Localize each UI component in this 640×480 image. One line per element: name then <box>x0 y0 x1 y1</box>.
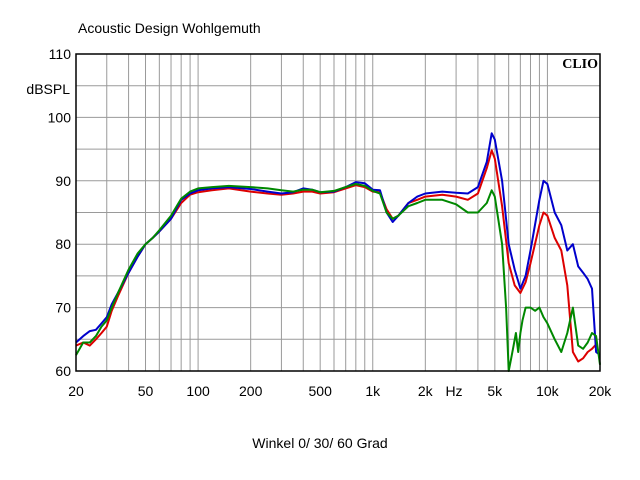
x-tick-label: 200 <box>239 383 263 399</box>
chart-title: Acoustic Design Wohlgemuth <box>78 20 261 36</box>
x-tick-label: 100 <box>186 383 210 399</box>
chart-caption: Winkel 0/ 30/ 60 Grad <box>252 435 387 451</box>
plot-frame <box>75 53 601 372</box>
y-tick-label: 60 <box>55 363 71 379</box>
response-curve-2 <box>75 183 601 372</box>
x-tick-label: 1k <box>365 383 381 399</box>
curves <box>75 132 601 372</box>
y-tick-label: 100 <box>48 109 72 125</box>
clio-logo: CLIO <box>562 57 598 72</box>
x-unit-label: Hz <box>445 383 462 399</box>
y-axis-label: dBSPL <box>26 81 70 97</box>
x-tick-labels: 20 50 100 200 500 1k 2k 5k 10k 20k <box>68 383 612 399</box>
y-tick-labels: 60 70 80 90 100 110 <box>48 46 72 379</box>
x-tick-label: 20k <box>589 383 613 399</box>
x-tick-label: 10k <box>536 383 560 399</box>
y-tick-label: 90 <box>55 173 71 189</box>
y-tick-label: 80 <box>55 236 71 252</box>
y-tick-label: 110 <box>49 46 72 62</box>
x-tick-label: 2k <box>418 383 434 399</box>
x-tick-label: 50 <box>138 383 154 399</box>
x-tick-label: 500 <box>309 383 333 399</box>
grid <box>76 54 600 371</box>
x-tick-label: 20 <box>68 383 84 399</box>
y-tick-label: 70 <box>55 300 71 316</box>
x-tick-label: 5k <box>487 383 503 399</box>
